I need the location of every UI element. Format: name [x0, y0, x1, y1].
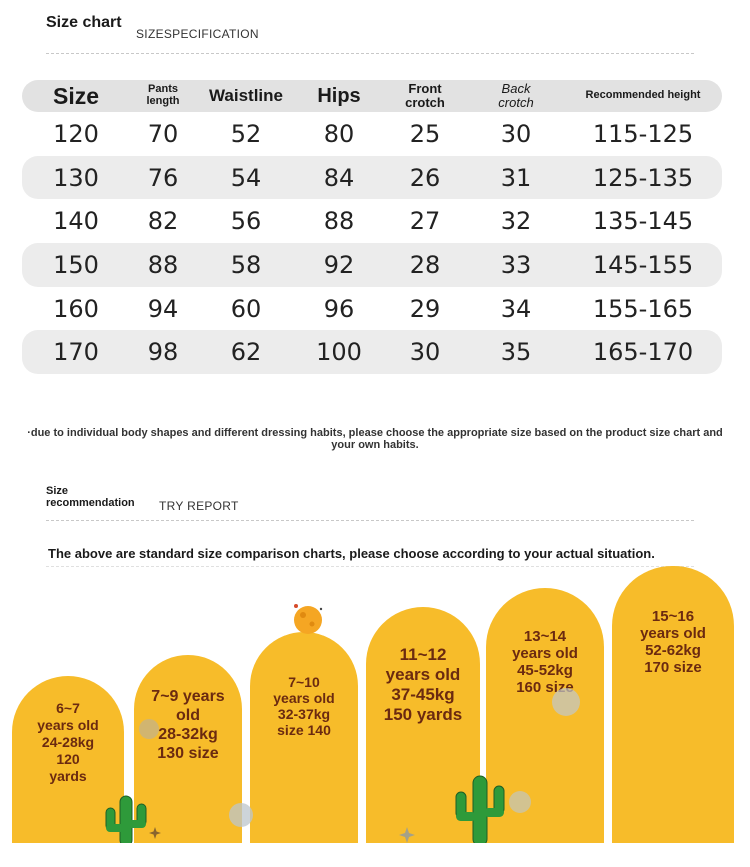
- cell-waistline: 60: [230, 294, 262, 323]
- size-card-text: 13~14 years old 45-52kg 160 size: [512, 628, 578, 696]
- star-icon: [399, 827, 415, 843]
- cell-front-crotch: 27: [409, 207, 441, 236]
- cell-front-crotch: 26: [382, 155, 468, 200]
- size-card-text: 7~9 years old 28-32kg 130 size: [151, 688, 225, 762]
- cell-size: 150: [22, 243, 130, 287]
- table-row: 170 98 62 100 30 35 165-170: [22, 330, 722, 375]
- cell-pants-length: 70: [147, 119, 179, 148]
- size-card: 6~7 years old 24-28kg 120 yards: [12, 676, 124, 843]
- cell-hips: 100: [296, 330, 382, 375]
- cell-waistline: 58: [196, 243, 296, 287]
- cell-front-crotch: 29: [409, 294, 441, 323]
- cactus-icon: [455, 775, 505, 846]
- table-row: 160 94 60 96 29 34 155-165: [22, 287, 722, 331]
- cell-recommended-height: 135-145: [592, 207, 694, 236]
- cell-recommended-height: 165-170: [564, 330, 722, 375]
- cell-size: 120: [53, 119, 99, 148]
- cell-pants-length: 76: [130, 155, 196, 200]
- recommendation-title: Size recommendation: [46, 485, 135, 509]
- column-header: Recommended height: [564, 80, 722, 112]
- cell-size: 160: [53, 294, 99, 323]
- cell-front-crotch: 28: [382, 243, 468, 287]
- size-card: 7~10 years old 32-37kg size 140: [250, 632, 358, 843]
- page-footer: [0, 843, 750, 867]
- cell-size: 130: [22, 155, 130, 200]
- cell-waistline: 52: [230, 119, 262, 148]
- planet-icon: [139, 719, 159, 739]
- planet-icon: [229, 803, 253, 827]
- divider: [46, 53, 694, 54]
- column-header: Front crotch: [382, 80, 468, 112]
- size-card: 13~14 years old 45-52kg 160 size: [486, 588, 604, 843]
- divider: [46, 520, 694, 521]
- size-card: 7~9 years old 28-32kg 130 size: [134, 655, 242, 843]
- cell-waistline: 54: [196, 155, 296, 200]
- cell-front-crotch: 25: [409, 119, 441, 148]
- column-header: Waistline: [196, 80, 296, 112]
- table-row: 130 76 54 84 26 31 125-135: [22, 155, 722, 200]
- size-card-text: 11~12 years old 37-45kg 150 yards: [383, 645, 463, 724]
- cell-recommended-height: 155-165: [592, 294, 694, 323]
- cell-hips: 96: [323, 294, 355, 323]
- size-table: Size Pants length Waistline Hips Front c…: [22, 80, 722, 375]
- divider: [46, 566, 694, 567]
- cell-recommended-height: 125-135: [564, 155, 722, 200]
- cactus-icon: [105, 795, 147, 846]
- table-row: 150 88 58 92 28 33 145-155: [22, 243, 722, 287]
- planet-icon: [552, 688, 580, 716]
- cell-pants-length: 94: [147, 294, 179, 323]
- size-card-text: 15~16 years old 52-62kg 170 size: [640, 608, 706, 676]
- cell-back-crotch: 34: [500, 294, 532, 323]
- size-note: ·due to individual body shapes and diffe…: [27, 427, 723, 451]
- size-card: 15~16 years old 52-62kg 170 size: [612, 566, 734, 843]
- cell-back-crotch: 31: [468, 155, 564, 200]
- planet-icon: [509, 791, 531, 813]
- cell-back-crotch: 35: [468, 330, 564, 375]
- cell-recommended-height: 115-125: [592, 119, 694, 148]
- cell-hips: 80: [323, 119, 355, 148]
- size-chart-subtitle: SIZESPECIFICATION: [136, 27, 259, 41]
- size-card-text: 7~10 years old 32-37kg size 140: [273, 674, 335, 738]
- cell-hips: 84: [296, 155, 382, 200]
- table-row: 140 82 56 88 27 32 135-145: [22, 199, 722, 243]
- cell-size: 140: [53, 207, 99, 236]
- cell-hips: 88: [323, 207, 355, 236]
- cell-pants-length: 82: [147, 207, 179, 236]
- column-header: Size: [22, 80, 130, 112]
- size-card-text: 6~7 years old 24-28kg 120 yards: [37, 700, 99, 784]
- cell-back-crotch: 32: [500, 207, 532, 236]
- cell-size: 170: [22, 330, 130, 375]
- star-icon: [149, 827, 161, 839]
- cell-back-crotch: 33: [468, 243, 564, 287]
- column-header: Back crotch: [468, 80, 564, 112]
- table-row: 120 70 52 80 25 30 115-125: [22, 112, 722, 156]
- cell-back-crotch: 30: [500, 119, 532, 148]
- cell-waistline: 56: [230, 207, 262, 236]
- recommendation-intro: The above are standard size comparison c…: [48, 546, 655, 561]
- table-header-row: Size Pants length Waistline Hips Front c…: [22, 80, 722, 112]
- cell-waistline: 62: [196, 330, 296, 375]
- cell-pants-length: 98: [130, 330, 196, 375]
- cell-recommended-height: 145-155: [564, 243, 722, 287]
- cell-hips: 92: [296, 243, 382, 287]
- cell-front-crotch: 30: [382, 330, 468, 375]
- column-header: Pants length: [130, 80, 196, 112]
- recommendation-subtitle: TRY REPORT: [159, 499, 239, 513]
- size-chart-title: Size chart: [46, 14, 122, 31]
- column-header: Hips: [296, 80, 382, 112]
- cell-pants-length: 88: [130, 243, 196, 287]
- moon-icon: [294, 604, 323, 634]
